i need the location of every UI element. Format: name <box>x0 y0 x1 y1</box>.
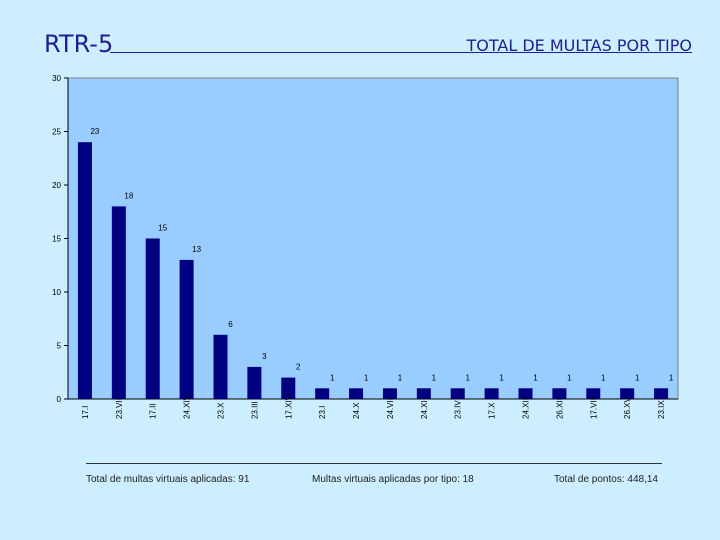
x-tick-label: 17.I <box>81 406 90 419</box>
x-tick-label: 26.XII <box>555 398 564 419</box>
data-label: 2 <box>296 363 301 372</box>
y-tick-label: 0 <box>57 395 62 404</box>
x-tick-label: 24.XI <box>420 400 429 419</box>
data-label: 3 <box>262 352 267 361</box>
data-label: 1 <box>635 373 640 382</box>
data-label: 1 <box>567 373 572 382</box>
bar <box>654 388 669 399</box>
bar <box>145 238 160 399</box>
x-tick-label: 17.X <box>488 402 497 419</box>
footer-total-multas: Total de multas virtuais aplicadas: 91 <box>86 474 250 485</box>
bar <box>382 388 397 399</box>
x-tick-label: 23.III <box>250 401 259 419</box>
data-label: 13 <box>192 245 201 254</box>
bar <box>77 142 92 399</box>
x-tick-label: 24.XIII <box>522 396 531 419</box>
y-tick-label: 5 <box>57 342 62 351</box>
data-label: 1 <box>499 373 504 382</box>
bar <box>179 259 194 399</box>
data-label: 18 <box>124 191 133 200</box>
chart-title: TOTAL DE MULTAS POR TIPO <box>466 36 692 55</box>
data-label: 1 <box>432 373 437 382</box>
x-tick-label: 17.VIII <box>589 396 598 419</box>
data-label: 15 <box>158 224 167 233</box>
bar <box>552 388 567 399</box>
data-label: 1 <box>364 373 369 382</box>
data-label: 1 <box>669 373 674 382</box>
title-underline <box>110 52 500 53</box>
data-label: 23 <box>90 127 99 136</box>
x-tick-label: 17.II <box>149 403 158 419</box>
x-tick-label: 23.IV <box>454 400 463 419</box>
data-label: 1 <box>330 373 335 382</box>
x-tick-label: 23.VII <box>115 398 124 419</box>
bar <box>281 377 296 399</box>
footer-divider <box>86 463 662 464</box>
x-tick-label: 23.I <box>318 406 327 419</box>
data-label: 1 <box>398 373 403 382</box>
bar <box>315 388 330 399</box>
bar <box>450 388 465 399</box>
data-label: 1 <box>533 373 538 382</box>
data-label: 1 <box>465 373 470 382</box>
x-tick-label: 23.X <box>217 402 226 419</box>
x-tick-label: 24.VII <box>386 398 395 419</box>
bar <box>349 388 364 399</box>
y-tick-label: 30 <box>52 74 61 83</box>
bar <box>518 388 533 399</box>
footer-total-pontos: Total de pontos: 448,14 <box>554 474 658 485</box>
y-tick-label: 25 <box>52 128 61 137</box>
y-tick-label: 20 <box>52 181 61 190</box>
footer-multas-por-tipo: Multas virtuais aplicadas por tipo: 18 <box>312 474 474 485</box>
y-tick-label: 15 <box>52 235 61 244</box>
x-tick-label: 17.XIV <box>284 394 293 419</box>
bar <box>484 388 499 399</box>
x-tick-label: 23.IX <box>657 400 666 419</box>
data-label: 1 <box>601 373 606 382</box>
x-tick-label: 24.XIV <box>183 394 192 419</box>
page-title: RTR-5 <box>44 30 114 58</box>
plot-area <box>67 77 679 400</box>
bar <box>620 388 635 399</box>
header: RTR-5 TOTAL DE MULTAS POR TIPO <box>44 30 692 58</box>
bar <box>586 388 601 399</box>
bar <box>416 388 431 399</box>
y-tick-label: 10 <box>52 288 61 297</box>
bar <box>247 366 262 399</box>
x-tick-label: 26.XV <box>623 397 632 419</box>
bar <box>111 206 126 399</box>
data-label: 6 <box>228 320 233 329</box>
x-tick-label: 24.X <box>352 402 361 419</box>
bar <box>213 334 228 399</box>
